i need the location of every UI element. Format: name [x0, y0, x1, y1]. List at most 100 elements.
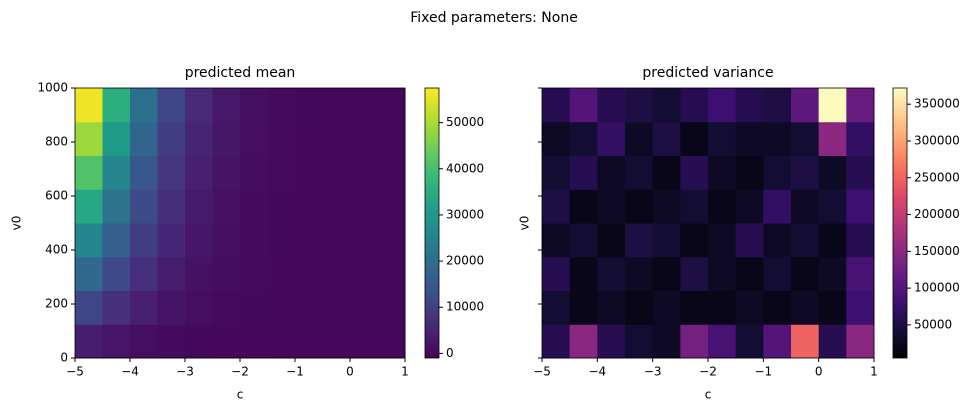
- heatmap-cell: [377, 223, 406, 258]
- x-axis-label: c: [705, 388, 712, 402]
- heatmap-cell: [708, 256, 737, 291]
- heatmap-cell: [735, 324, 764, 359]
- heatmap-cell: [322, 256, 351, 291]
- heatmap-cell: [102, 324, 131, 359]
- heatmap-cell: [791, 155, 820, 190]
- heatmap-cell: [680, 223, 709, 258]
- heatmap-cell: [350, 290, 378, 325]
- colorbar-tick-label: 50000: [446, 115, 484, 129]
- heatmap-cell: [791, 324, 820, 359]
- colorbar-tick-label: 0: [446, 346, 454, 360]
- heatmap-cell: [185, 290, 213, 325]
- heatmap-cell: [212, 223, 241, 258]
- heatmap-cell: [295, 189, 323, 224]
- heatmap-cell: [542, 121, 571, 156]
- heatmap-cell: [791, 223, 820, 258]
- y-tick-label: 1000: [37, 81, 68, 95]
- heatmap-cell: [569, 121, 598, 156]
- x-tick-label: −3: [644, 365, 662, 379]
- heatmap-cell: [818, 324, 847, 359]
- heatmap-cell: [240, 290, 268, 325]
- heatmap-cell: [708, 189, 737, 224]
- heatmap-cell: [267, 121, 296, 156]
- heatmap-cell: [680, 121, 709, 156]
- heatmap-cell: [680, 189, 709, 224]
- x-tick-label: −2: [699, 365, 717, 379]
- heatmap-cell: [625, 121, 654, 156]
- heatmap-cell: [597, 88, 626, 123]
- heatmap-cell: [818, 290, 847, 325]
- heatmap-cell: [791, 256, 820, 291]
- heatmap-cell: [185, 189, 213, 224]
- heatmap-cell: [295, 121, 323, 156]
- heatmap-cell: [295, 256, 323, 291]
- heatmap-cell: [212, 88, 241, 123]
- heatmap-cell: [846, 121, 875, 156]
- colorbar-tick-label: 20000: [446, 254, 484, 268]
- heatmap-cell: [350, 121, 378, 156]
- heatmap-cell: [102, 256, 131, 291]
- heatmap-cell: [130, 88, 158, 123]
- x-tick-label: −1: [286, 365, 304, 379]
- heatmap-cell: [75, 324, 103, 359]
- heatmap-cell: [542, 256, 571, 291]
- heatmap-cell: [350, 223, 378, 258]
- heatmap-cell: [680, 324, 709, 359]
- heatmap-cell: [157, 155, 186, 190]
- heatmap-cell: [569, 155, 598, 190]
- heatmap-cell: [212, 324, 241, 359]
- heatmap-cell: [846, 88, 875, 123]
- colorbar-tick-label: 200000: [914, 207, 960, 221]
- heatmap-cell: [818, 256, 847, 291]
- heatmap-cell: [791, 189, 820, 224]
- heatmap-cell: [377, 290, 406, 325]
- suptitle: Fixed parameters: None: [410, 10, 578, 26]
- heatmap-cell: [240, 223, 268, 258]
- heatmap-cell: [377, 121, 406, 156]
- heatmap-cell: [735, 256, 764, 291]
- heatmap-cell: [818, 189, 847, 224]
- heatmap-cell: [377, 88, 406, 123]
- x-tick-label: −4: [121, 365, 139, 379]
- heatmap-cell: [818, 88, 847, 123]
- heatmap-cell: [240, 256, 268, 291]
- heatmap-cell: [597, 155, 626, 190]
- heatmap-cell: [791, 88, 820, 123]
- heatmap-cell: [212, 256, 241, 291]
- heatmap-cell: [130, 290, 158, 325]
- heatmap-cell: [652, 256, 681, 291]
- heatmap-cell: [377, 256, 406, 291]
- heatmap-cell: [130, 155, 158, 190]
- colorbar-tick-label: 10000: [446, 300, 484, 314]
- heatmap-cell: [350, 155, 378, 190]
- heatmap-cell: [212, 121, 241, 156]
- heatmap-cell: [322, 189, 351, 224]
- heatmap-cell: [75, 121, 103, 156]
- heatmap-cell: [846, 155, 875, 190]
- y-tick-label: 400: [45, 243, 68, 257]
- heatmap-cell: [652, 290, 681, 325]
- heatmap-cell: [680, 290, 709, 325]
- heatmap-cell: [240, 121, 268, 156]
- x-tick-label: 0: [815, 365, 823, 379]
- heatmap-cell: [542, 189, 571, 224]
- heatmap-cell: [625, 324, 654, 359]
- heatmap-cell: [625, 256, 654, 291]
- x-tick-label: −4: [588, 365, 606, 379]
- heatmap-cell: [735, 223, 764, 258]
- heatmap-cell: [569, 290, 598, 325]
- heatmap-cell: [295, 290, 323, 325]
- heatmap-cell: [542, 155, 571, 190]
- heatmap-cell: [763, 223, 792, 258]
- heatmap-cell: [75, 88, 103, 123]
- x-tick-label: −5: [66, 365, 84, 379]
- heatmap-cell: [267, 88, 296, 123]
- colorbar-tick-label: 50000: [914, 317, 952, 331]
- heatmap-cell: [625, 223, 654, 258]
- heatmap-cell: [130, 121, 158, 156]
- axes-title: predicted variance: [642, 65, 773, 81]
- heatmap-cell: [846, 256, 875, 291]
- y-axis-label: v0: [518, 216, 532, 231]
- heatmap-cell: [102, 121, 131, 156]
